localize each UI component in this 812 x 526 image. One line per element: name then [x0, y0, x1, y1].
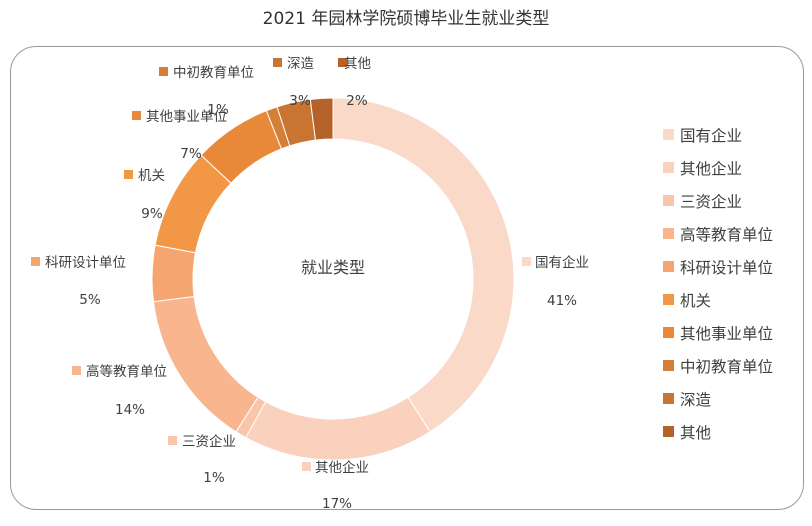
slice-label-percent-3: 14%	[115, 402, 145, 418]
legend-label-0: 国有企业	[680, 126, 743, 145]
donut-slice-4	[151, 244, 197, 303]
slice-label-swatch-7	[159, 67, 168, 76]
legend-swatch-4	[663, 261, 674, 272]
slice-label-percent-8: 3%	[289, 93, 311, 109]
legend-item-1: 其他企业	[663, 151, 773, 184]
slice-label-swatch-2	[168, 436, 177, 445]
slice-label-name-1: 其他企业	[315, 459, 369, 476]
legend-item-0: 国有企业	[663, 118, 773, 151]
legend-item-8: 深造	[663, 382, 773, 415]
slice-label-percent-2: 1%	[203, 470, 225, 486]
legend-swatch-9	[663, 426, 674, 437]
legend-label-1: 其他企业	[680, 159, 743, 178]
slice-label-name-8: 深造	[287, 56, 314, 72]
slice-label-name-6: 其他事业单位	[146, 109, 227, 125]
legend-label-2: 三资企业	[680, 192, 743, 211]
slice-label-name-3: 高等教育单位	[86, 363, 167, 380]
slice-label-swatch-9	[338, 58, 347, 67]
slice-label-name-4: 科研设计单位	[45, 255, 126, 271]
slice-label-name-9: 其他	[344, 56, 371, 72]
chart-legend: 国有企业其他企业三资企业高等教育单位 科研设计单位 机关其他事业单位 中初教育单位 深造…	[663, 118, 773, 448]
donut-slice-9	[309, 97, 334, 141]
legend-label-3: 高等教育单位	[680, 225, 774, 244]
donut-slice-0	[332, 97, 515, 433]
donut-center-label: 就业类型	[301, 258, 365, 277]
chart-title: 2021 年园林学院硕博毕业生就业类型	[262, 9, 550, 29]
legend-swatch-3	[663, 228, 674, 239]
legend-item-5: 机关	[663, 283, 773, 316]
legend-swatch-8	[663, 393, 674, 404]
slice-label-percent-7: 1%	[207, 102, 229, 118]
legend-label-5: 机关	[680, 291, 712, 310]
slice-label-swatch-0	[522, 257, 531, 266]
legend-swatch-7	[663, 360, 674, 371]
slice-label-name-5: 机关	[138, 168, 165, 184]
slice-label-name-2: 三资企业	[182, 433, 236, 450]
legend-swatch-5	[663, 294, 674, 305]
slice-label-swatch-5	[124, 170, 133, 179]
slice-label-swatch-1	[302, 462, 311, 471]
slice-label-swatch-6	[132, 111, 141, 120]
legend-swatch-6	[663, 327, 674, 338]
legend-label-8: 深造	[680, 390, 712, 409]
slice-label-percent-5: 9%	[141, 206, 163, 222]
donut-slice-3	[152, 295, 259, 433]
slice-label-percent-1: 17%	[322, 496, 352, 512]
slice-label-percent-9: 2%	[346, 93, 368, 109]
legend-item-6: 其他事业单位	[663, 316, 773, 349]
chart-frame	[10, 46, 804, 510]
legend-swatch-0	[663, 129, 674, 140]
slice-labels: 国有企业 41% 其他企业 17% 三资企业 1% 高等教育单位 14% 科研设计单位 5% 机关 9…	[31, 56, 589, 512]
slice-label-percent-6: 7%	[180, 146, 202, 162]
legend-label-4: 科研设计单位	[680, 258, 774, 277]
slice-label-name-0: 国有企业	[535, 254, 589, 271]
legend-label-9: 其他	[680, 423, 712, 442]
slice-label-percent-4: 5%	[79, 292, 101, 308]
legend-swatch-1	[663, 162, 674, 173]
legend-item-7: 中初教育单位	[663, 349, 773, 382]
legend-item-3: 高等教育单位	[663, 217, 773, 250]
legend-label-6: 其他事业单位	[680, 324, 774, 343]
donut-slice-1	[245, 396, 431, 461]
legend-item-4: 科研设计单位	[663, 250, 773, 283]
slice-label-swatch-3	[72, 366, 81, 375]
donut-slices	[151, 97, 515, 461]
legend-item-9: 其他	[663, 415, 773, 448]
slice-label-swatch-8	[273, 58, 282, 67]
slice-label-swatch-4	[31, 257, 40, 266]
slice-label-percent-0: 41%	[547, 293, 577, 309]
legend-label-7: 中初教育单位	[680, 357, 774, 376]
legend-item-2: 三资企业	[663, 184, 773, 217]
slice-label-name-7: 中初教育单位	[173, 64, 254, 81]
legend-swatch-2	[663, 195, 674, 206]
